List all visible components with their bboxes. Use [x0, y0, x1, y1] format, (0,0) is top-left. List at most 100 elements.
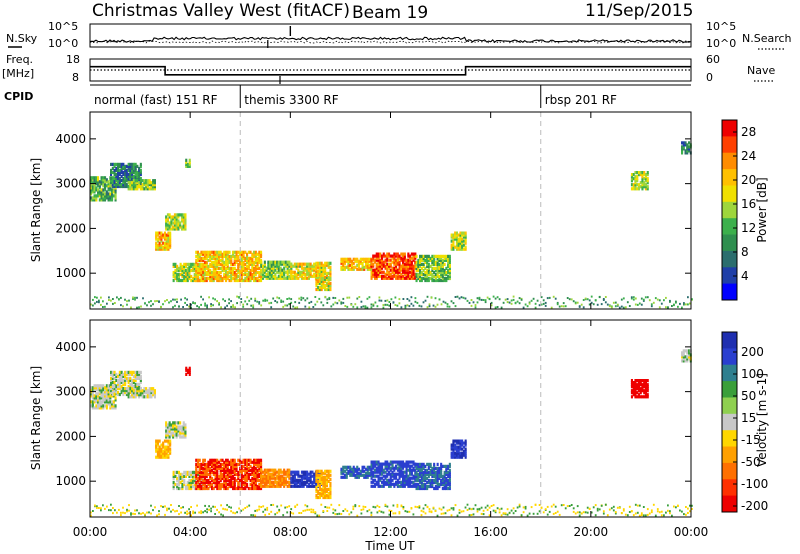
ground-scatter-cell [556, 301, 559, 304]
range-gate-cell [440, 256, 443, 260]
range-gate-cell [138, 395, 141, 399]
range-gate-cell [232, 268, 235, 273]
range-gate-cell [372, 466, 375, 470]
range-gate-cell [185, 366, 188, 370]
range-gate-cell [256, 276, 259, 281]
range-gate-cell [403, 268, 406, 272]
range-gate-cell [179, 425, 182, 429]
y-tick-label: 4000 [55, 132, 86, 146]
range-gate-cell [169, 451, 172, 455]
ground-scatter-cell [404, 510, 407, 513]
ground-scatter-cell [212, 304, 214, 307]
range-gate-cell [395, 260, 398, 264]
range-gate-cell [202, 274, 205, 279]
range-gate-cell [188, 366, 191, 370]
ground-scatter-cell [200, 512, 202, 515]
range-gate-cell [168, 227, 171, 231]
ground-scatter-cell [96, 300, 98, 303]
range-gate-cell [111, 402, 114, 406]
ground-scatter-cell [600, 303, 603, 306]
range-gate-cell [637, 183, 640, 187]
range-gate-cell [419, 262, 422, 266]
range-gate-cell [459, 237, 462, 241]
range-gate-cell [389, 460, 392, 464]
range-gate-cell [370, 464, 373, 468]
range-gate-cell [256, 486, 259, 491]
range-gate-cell [424, 484, 427, 489]
range-gate-cell [211, 270, 214, 275]
range-gate-cell [209, 254, 212, 258]
range-gate-cell [370, 462, 373, 466]
range-gate-cell [324, 285, 327, 290]
range-gate-cell [256, 472, 259, 476]
range-gate-cell [134, 388, 137, 393]
ground-scatter-cell [562, 302, 565, 305]
range-gate-cell [223, 462, 226, 466]
range-gate-cell [124, 372, 127, 376]
range-gate-cell [340, 265, 343, 269]
ground-scatter-cell [442, 506, 445, 509]
range-gate-cell [182, 435, 185, 439]
range-gate-cell [340, 467, 343, 471]
range-gate-cell [370, 262, 373, 266]
ground-scatter-cell [640, 297, 643, 300]
range-gate-cell [283, 470, 286, 474]
ground-scatter-cell [104, 305, 106, 308]
range-gate-cell [407, 464, 410, 468]
range-gate-cell [117, 182, 120, 187]
range-gate-cell [639, 173, 642, 177]
range-gate-cell [244, 482, 247, 487]
range-gate-cell [115, 174, 118, 178]
range-gate-cell [211, 274, 214, 279]
range-gate-cell [104, 194, 107, 198]
range-gate-cell [152, 389, 155, 393]
range-gate-cell [427, 254, 430, 258]
range-gate-cell [95, 406, 98, 410]
range-gate-cell [124, 184, 127, 189]
range-gate-cell [150, 391, 153, 395]
range-gate-cell [322, 283, 325, 288]
range-gate-cell [165, 433, 168, 437]
range-gate-cell [309, 270, 312, 274]
range-gate-cell [242, 482, 245, 487]
range-gate-cell [162, 245, 165, 249]
range-gate-cell [211, 478, 214, 483]
range-gate-cell [270, 472, 273, 476]
range-gate-cell [412, 264, 415, 268]
range-gate-cell [412, 476, 415, 480]
range-gate-cell [91, 394, 94, 398]
ground-scatter-cell [386, 303, 389, 306]
range-gate-cell [196, 274, 199, 279]
range-gate-cell [263, 480, 266, 484]
range-gate-cell [370, 460, 373, 464]
range-gate-cell [286, 472, 289, 476]
ground-scatter-cell [618, 506, 621, 509]
range-gate-cell [166, 425, 169, 429]
range-gate-cell [237, 250, 240, 254]
range-gate-cell [405, 266, 408, 270]
ground-scatter-cell [440, 303, 443, 306]
range-gate-cell [265, 470, 268, 474]
range-gate-cell [247, 468, 250, 472]
range-gate-cell [195, 472, 198, 476]
range-gate-cell [398, 484, 401, 488]
range-gate-cell [276, 264, 279, 268]
range-gate-cell [260, 252, 263, 256]
range-gate-cell [109, 184, 112, 188]
ground-scatter-cell [496, 507, 499, 510]
range-gate-cell [391, 464, 394, 468]
range-gate-cell [415, 272, 418, 277]
range-gate-cell [182, 433, 185, 437]
range-gate-cell [426, 468, 429, 472]
range-gate-cell [382, 462, 385, 466]
range-gate-cell [405, 270, 408, 274]
range-gate-cell [377, 268, 380, 272]
range-gate-cell [153, 179, 156, 183]
range-gate-cell [235, 466, 238, 470]
range-gate-cell [251, 274, 254, 279]
range-gate-cell [429, 464, 432, 468]
range-gate-cell [254, 484, 257, 489]
range-gate-cell [324, 275, 327, 279]
range-gate-cell [186, 268, 189, 273]
range-gate-cell [374, 270, 377, 274]
